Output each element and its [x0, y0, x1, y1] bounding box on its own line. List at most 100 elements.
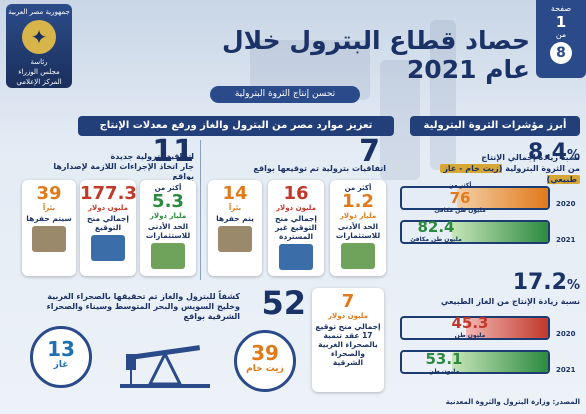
card-prefix: أكثر من — [154, 184, 182, 192]
logo-line: مجلس الوزراء — [18, 68, 60, 76]
left-section-header: تعزيز موارد مصر من البترول والغاز ورفع م… — [78, 116, 394, 136]
oil-pump-icon — [32, 226, 66, 252]
stat-card: 14 بئراً يتم حفرها — [208, 180, 262, 276]
bar-fill — [451, 352, 548, 372]
page-title: حصاد قطاع البترول خلال عام 2021 — [221, 26, 530, 84]
agreements-count: 7 — [359, 134, 380, 169]
eagle-emblem-icon: ✦ — [22, 20, 56, 54]
card-value: 16 — [283, 183, 309, 204]
text-line: اتفاقية بترولية جديدة — [110, 152, 194, 161]
bar-value: 76 — [449, 189, 471, 207]
bar-unit: مليون طن — [428, 368, 460, 375]
oil-value: 39 — [251, 341, 279, 365]
bar-fill — [457, 188, 548, 208]
stat-card: 39 بئراً سيتم حفرها — [22, 180, 76, 276]
card-description: إجمالي منح التوقيع — [87, 214, 129, 232]
stat2-percent: % — [566, 278, 580, 293]
page-label: صفحة — [550, 4, 572, 13]
bar-fill — [451, 222, 548, 242]
stat1-value: 8.4% — [470, 140, 580, 165]
stat1-text-line: نسبة زيادة إجمالي الإنتاج — [481, 153, 580, 162]
bar-note: أكثر من — [448, 182, 472, 189]
stat1-description: نسبة زيادة إجمالي الإنتاج من الثروة البت… — [408, 152, 580, 185]
card-unit: بئراً — [42, 204, 56, 212]
stat2-value: 17.2% — [470, 270, 580, 295]
card-description: الحد الأدنى للاستثمارات — [335, 222, 381, 240]
page-of-label: من — [555, 30, 567, 39]
oil-pumpjack-icon — [110, 340, 220, 390]
page-total: 8 — [550, 42, 572, 64]
stat-card: 177.3 مليون دولار إجمالي منح التوقيع — [80, 180, 137, 276]
bar-value-group: 82.4 مليون طن مكافئ — [406, 218, 466, 243]
stat-card: أكثر من 5.3 مليار دولار الحد الأدنى للاس… — [140, 180, 196, 276]
stat1-percent: % — [566, 148, 580, 163]
bar-value: 45.3 — [451, 314, 489, 332]
stat2-description: نسبة زيادة الإنتاج من الغاز الطبيعي — [440, 297, 580, 306]
year-label: 2020 — [556, 200, 576, 208]
discoveries-text: كشفاً للبترول والغاز تم تحقيقها بالصحراء… — [46, 292, 240, 321]
logo-line: جمهورية مصر العربية — [8, 8, 70, 16]
card-unit: مليون دولار — [87, 204, 129, 212]
bar-2021 — [400, 220, 550, 244]
card-unit: مليار دولار — [149, 212, 187, 220]
development-contracts-box: 7 مليون دولار إجمالي منح توقيع 17 عقد تن… — [312, 288, 384, 392]
bar-2020 — [400, 186, 550, 210]
box-value: 7 — [341, 291, 355, 312]
bar-gas-2020 — [400, 316, 550, 340]
card-unit: مليار دولار — [339, 212, 377, 220]
contract-icon — [279, 244, 313, 270]
group-divider — [200, 140, 201, 280]
new-agreements-count: 11 — [152, 134, 194, 169]
contract-icon — [91, 235, 125, 261]
bar-gas-2021 — [400, 350, 550, 374]
page-indicator: صفحة 1 من 8 — [536, 0, 586, 78]
subtitle-pill: تحسن إنتاج الثروة البترولية — [210, 86, 360, 103]
money-icon — [151, 243, 185, 269]
oil-pump-icon — [218, 226, 252, 252]
box-description: إجمالي منح توقيع 17 عقد تنمية بالصحراء ا… — [315, 322, 381, 367]
gas-discoveries-circle: 13 غاز — [30, 326, 92, 388]
card-description: يتم حفرها — [216, 214, 254, 223]
bar-value-group: 45.3 مليون طن — [440, 314, 500, 339]
bar-value-group: 53.1 مليون طن — [414, 350, 474, 375]
new-agreements-text: اتفاقية بترولية جديدة جار اتخاذ الإجراءا… — [40, 152, 194, 182]
bar-value-group: أكثر من 76 مليون طن مكافئ — [430, 182, 490, 214]
right-section-header: أبرز مؤشرات الثروة البترولية — [410, 116, 580, 136]
card-value: 5.3 — [152, 191, 184, 212]
card-prefix: أكثر من — [344, 184, 372, 192]
card-description: سيتم حفرها — [26, 214, 72, 223]
bar-value: 82.4 — [417, 218, 455, 236]
cabinet-logo: جمهورية مصر العربية ✦ رئاسة مجلس الوزراء… — [6, 4, 72, 88]
card-unit: بئراً — [228, 204, 242, 212]
year-label: 2021 — [556, 366, 576, 374]
card-value: 177.3 — [80, 183, 137, 204]
stat-card: أكثر من 1.2 مليار دولار الحد الأدنى للاس… — [330, 180, 386, 276]
source-footer: المصدر: وزارة البترول والثروة المعدنية — [445, 398, 580, 406]
money-icon — [341, 243, 375, 269]
page-number: 1 — [555, 13, 567, 31]
gas-value: 13 — [47, 337, 75, 361]
bar-unit: مليون طن مكافئ — [410, 236, 462, 243]
box-unit: مليون دولار — [327, 312, 369, 320]
bar-value: 53.1 — [425, 350, 463, 368]
card-value: 1.2 — [342, 191, 374, 212]
logo-line: رئاسة — [30, 58, 48, 66]
year-label: 2020 — [556, 330, 576, 338]
bar-fill — [466, 318, 548, 338]
bar-unit: مليون طن — [454, 332, 486, 339]
gas-label: غاز — [53, 360, 69, 370]
card-description: إجمالي منح التوقيع غير المستردة — [275, 214, 317, 241]
logo-line: المركز الإعلامي — [16, 78, 62, 86]
bar-unit: مليون طن مكافئ — [434, 207, 486, 214]
oil-label: زيت خام — [246, 364, 284, 374]
card-value: 39 — [36, 183, 62, 204]
oil-discoveries-circle: 39 زيت خام — [234, 330, 296, 392]
year-label: 2021 — [556, 236, 576, 244]
card-description: الحد الأدنى للاستثمارات — [145, 222, 191, 240]
stat1-number: 8.4 — [527, 140, 567, 165]
stat-card: 16 مليون دولار إجمالي منح التوقيع غير ال… — [268, 180, 324, 276]
background-tower — [430, 20, 456, 170]
text-line: جار اتخاذ الإجراءات اللازمة لإصدارها بوا… — [53, 162, 194, 181]
card-unit: مليون دولار — [275, 204, 317, 212]
stat2-number: 17.2 — [512, 270, 567, 295]
